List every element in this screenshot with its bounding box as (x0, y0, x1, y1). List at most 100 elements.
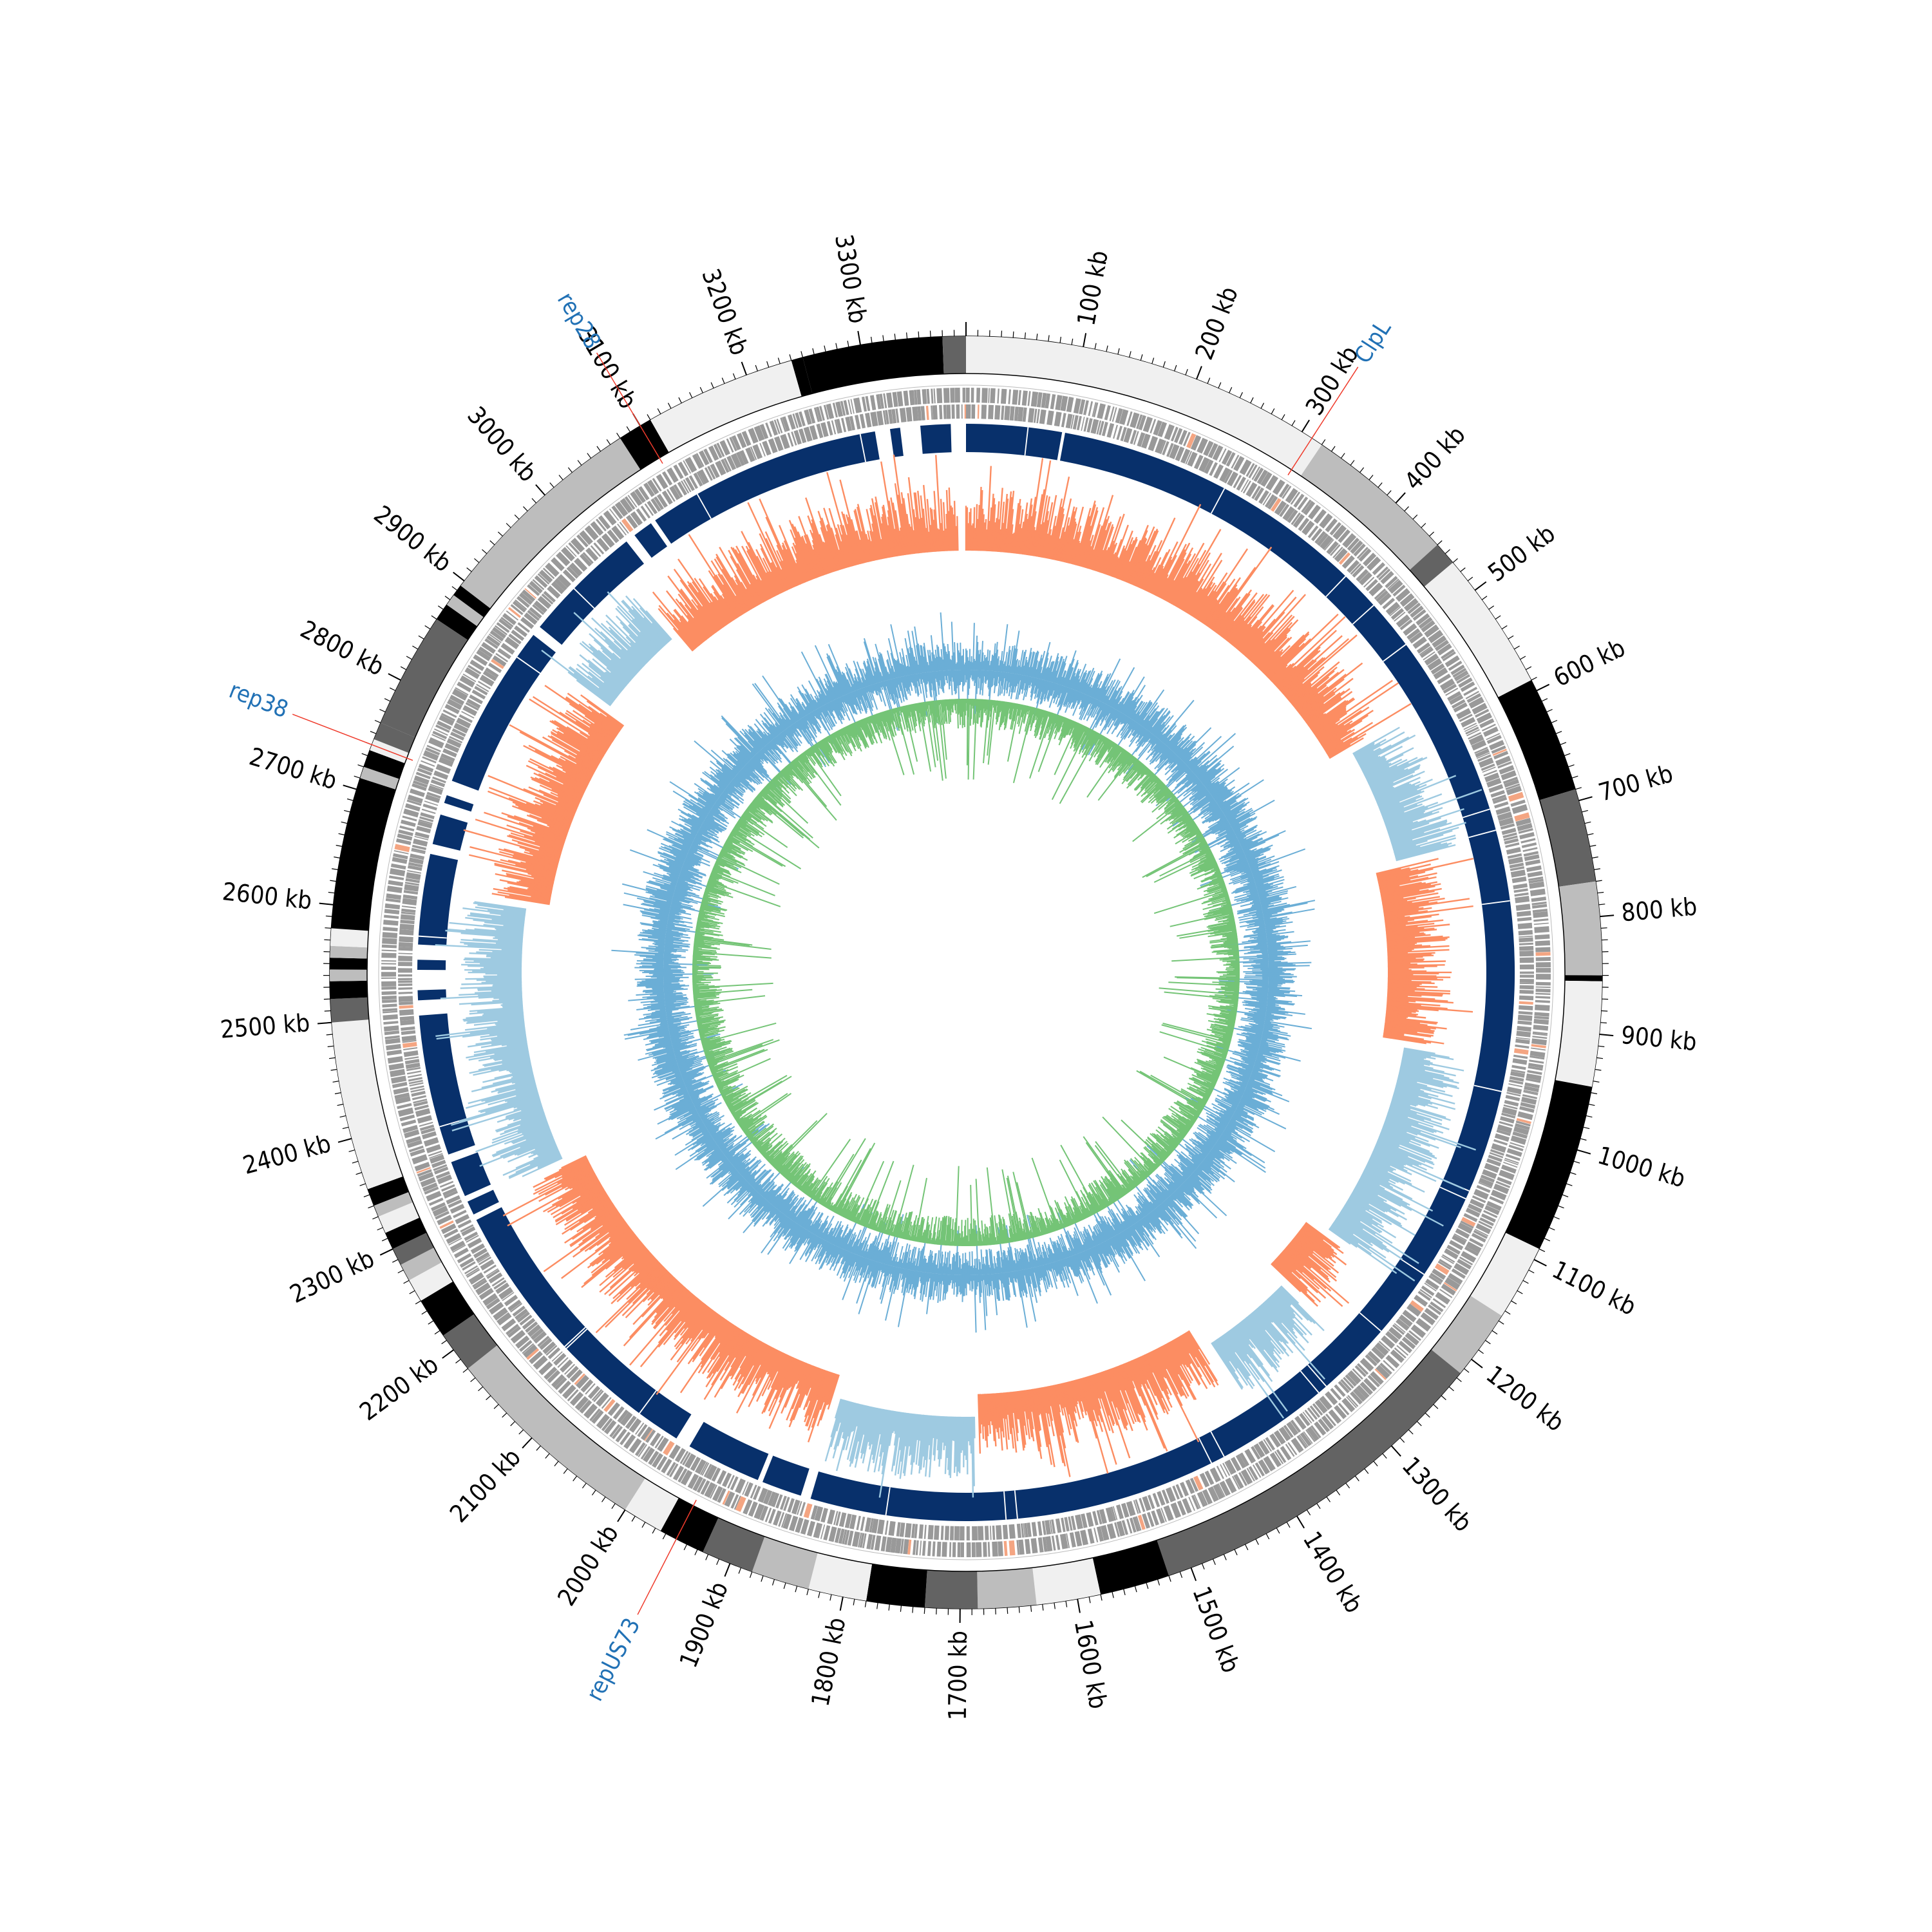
cds-forward-229 (1501, 1164, 1517, 1174)
cds-forward-681 (652, 478, 662, 492)
cds-reverse-756 (956, 404, 960, 419)
cds-forward-403 (844, 1530, 850, 1545)
contig-block-44 (374, 723, 415, 753)
cds-forward-435 (700, 1480, 710, 1495)
cds-forward-676 (630, 491, 643, 506)
cds-reverse-127 (1456, 708, 1472, 720)
cds-reverse-29 (1101, 421, 1108, 437)
cds-reverse-454 (601, 1397, 612, 1409)
cds-reverse-200 (1515, 1044, 1530, 1049)
cds-reverse-322 (1193, 1475, 1204, 1491)
cds-forward-299 (1303, 1431, 1313, 1444)
cds-reverse-136 (1471, 739, 1487, 751)
cds-reverse-42 (1162, 441, 1170, 455)
cds-reverse-173 (1516, 911, 1531, 917)
cds-reverse-44 (1169, 444, 1180, 460)
cds-forward-262 (1428, 1304, 1442, 1316)
cds-forward-168 (1531, 904, 1548, 909)
cds-reverse-222 (1493, 1139, 1508, 1146)
cds-forward-408 (823, 1525, 831, 1540)
cds-forward-94 (1387, 578, 1399, 590)
cds-reverse-138 (1475, 748, 1490, 758)
gc-bar-in-10 (974, 670, 976, 687)
cds-forward-420 (768, 1508, 776, 1524)
cds-reverse-164 (1509, 862, 1524, 869)
cds-forward-191 (1533, 1019, 1549, 1025)
cds-reverse-159 (1504, 838, 1519, 845)
cds-forward-666 (590, 521, 604, 536)
cds-forward-483 (507, 1326, 522, 1338)
cds-reverse-432 (690, 1456, 701, 1472)
cds-forward-150 (1515, 817, 1531, 827)
cds-forward-244 (1473, 1229, 1488, 1239)
cds-reverse-113 (1420, 647, 1434, 658)
alignment-block-5 (467, 1189, 499, 1215)
cds-reverse-268 (1394, 1323, 1406, 1333)
cds-reverse-573 (398, 942, 413, 948)
cds-forward-41 (1164, 424, 1175, 440)
cds-forward-423 (753, 1503, 765, 1520)
contig-block-18 (808, 1553, 873, 1601)
cds-forward-749 (954, 388, 960, 403)
cds-forward-271 (1396, 1345, 1409, 1356)
cds-reverse-315 (1224, 1461, 1233, 1475)
cds-reverse-581 (401, 905, 416, 909)
cds-reverse-465 (564, 1363, 576, 1375)
cds-reverse-342 (1105, 1507, 1115, 1522)
gc-bar-in-15 (978, 670, 980, 688)
cds-forward-63 (1260, 471, 1273, 488)
cds-forward-8 (1008, 389, 1011, 404)
cds-forward-72 (1301, 499, 1312, 513)
cds-forward-162 (1528, 876, 1544, 881)
skew-bar-2-98 (1387, 979, 1412, 981)
cds-reverse-192 (1519, 1005, 1533, 1010)
cds-forward-33 (1126, 411, 1133, 426)
cds-reverse-468 (553, 1352, 567, 1366)
cds-reverse-89 (1347, 560, 1360, 573)
skew-bar-9-162 (484, 976, 522, 979)
cds-reverse-416 (757, 1488, 768, 1503)
cds-forward-161 (1527, 871, 1543, 878)
cds-forward-246 (1469, 1238, 1484, 1247)
cds-forward-362 (1037, 1537, 1044, 1553)
cds-forward-320 (1225, 1477, 1237, 1493)
cds-forward-47 (1190, 435, 1202, 451)
contig-block-0 (966, 336, 1322, 476)
cds-reverse-227 (1486, 1158, 1501, 1167)
cds-forward-298 (1305, 1429, 1316, 1443)
cds-forward-687 (683, 460, 692, 474)
cds-reverse-529 (419, 1124, 435, 1132)
cds-forward-631 (486, 635, 501, 647)
cds-reverse-0 (966, 404, 971, 419)
cds-forward-469 (558, 1380, 571, 1394)
cds-forward-654 (538, 569, 553, 583)
contig-block-53 (802, 336, 944, 394)
cds-forward-400 (858, 1532, 862, 1548)
cds-reverse-225 (1489, 1151, 1504, 1159)
cds-forward-31 (1115, 408, 1123, 424)
cds-forward-486 (497, 1312, 512, 1326)
cds-forward-66 (1278, 484, 1290, 498)
cds-forward-19 (1060, 395, 1068, 412)
cds-forward-85 (1356, 547, 1368, 559)
cds-reverse-145 (1484, 772, 1500, 782)
cds-ring-border (378, 384, 1554, 1560)
cds-forward-746 (936, 388, 943, 404)
cds-reverse-253 (1434, 1263, 1450, 1275)
cds-reverse-219 (1497, 1124, 1513, 1133)
cds-forward-14 (1036, 392, 1043, 408)
cds-reverse-186 (1519, 979, 1534, 983)
cds-reverse-199 (1515, 1038, 1530, 1045)
cds-reverse-410 (783, 1497, 790, 1511)
cds-reverse-575 (399, 929, 414, 936)
cds-reverse-467 (557, 1357, 569, 1368)
cds-reverse-481 (516, 1311, 530, 1323)
cds-forward-12 (1027, 391, 1031, 406)
cds-forward-637 (498, 618, 513, 630)
coverage-bar-7 (971, 699, 972, 719)
cds-forward-344 (1126, 1519, 1133, 1534)
cds-reverse-757 (961, 404, 963, 419)
cds-forward-292 (1325, 1413, 1336, 1426)
cds-forward-528 (404, 1129, 420, 1139)
skew-bar-0-324 (1280, 635, 1343, 692)
